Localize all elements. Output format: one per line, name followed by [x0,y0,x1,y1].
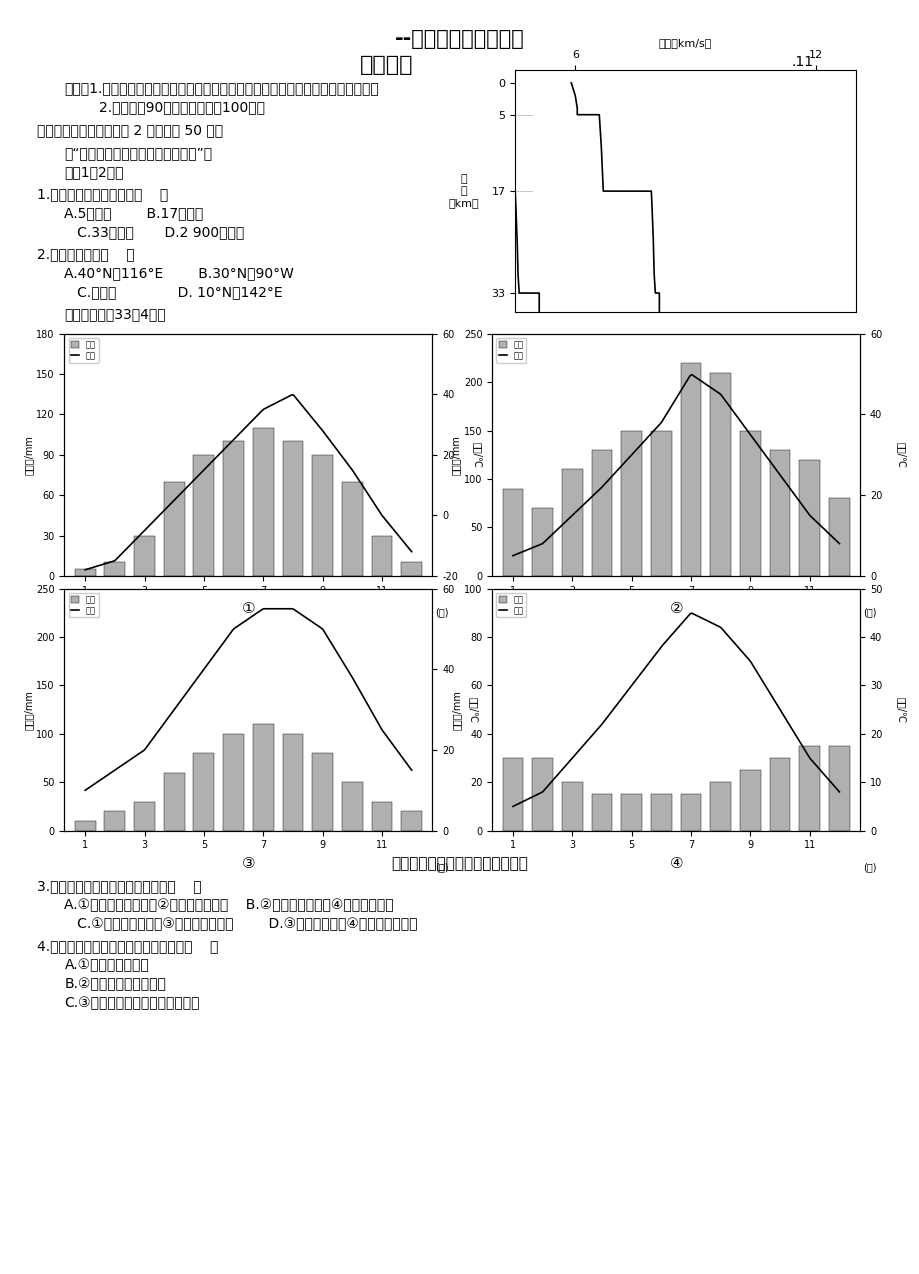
Text: (月): (月) [862,862,876,873]
Text: 2.该地可能位于（    ）: 2.该地可能位于（ ） [37,247,134,261]
Bar [591,450,612,576]
Y-axis label: 气温/℃: 气温/℃ [895,442,905,468]
Bar [769,450,789,576]
Text: 读“某地地震波速度随深度的变化图”，: 读“某地地震波速度随深度的变化图”， [64,147,212,161]
Y-axis label: 气温/℃: 气温/℃ [471,442,482,468]
Text: 3.四地气候类型的判断，正确的是（    ）: 3.四地气候类型的判断，正确的是（ ） [37,879,201,893]
Bar [312,455,333,576]
Bar [312,753,333,831]
Bar [620,431,641,576]
Bar [799,745,819,831]
Bar [591,795,612,831]
Bar [134,801,154,831]
Bar [193,753,214,831]
Text: A.①温带海洋性气候；②亚热带季风气候    B.②热带草原气候；④温带季风气候: A.①温带海洋性气候；②亚热带季风气候 B.②热带草原气候；④温带季风气候 [64,898,393,912]
Bar [74,820,96,831]
Bar [371,801,391,831]
Text: 回獇1～2题。: 回獇1～2题。 [64,166,124,180]
Y-axis label: 气温/℃: 气温/℃ [895,697,905,722]
Bar [282,441,303,576]
Legend: 气温, 降水: 气温, 降水 [496,592,526,618]
Bar [223,734,244,831]
Bar [739,769,760,831]
Bar [709,372,731,576]
Bar [282,734,303,831]
Text: C.①温带季风气候；③亚热带季风气候        D.③地中海气候；④温带海洋性气候: C.①温带季风气候；③亚热带季风气候 D.③地中海气候；④温带海洋性气候 [64,917,417,931]
Bar [253,724,273,831]
Text: 2.考试时间90分钟，试卷满分100分。: 2.考试时间90分钟，试卷满分100分。 [64,101,265,115]
Bar [532,508,552,576]
Bar [502,489,523,576]
Bar [105,562,125,576]
Bar [371,535,391,576]
Bar [562,782,582,831]
Bar [164,772,185,831]
Bar [532,758,552,831]
Bar [253,428,273,576]
Bar [74,569,96,576]
Bar [651,431,671,576]
Text: 读下图，完成33～4题。: 读下图，完成33～4题。 [64,307,165,321]
Text: 4.四地气候类型分布的叙述，正确的是（    ）: 4.四地气候类型分布的叙述，正确的是（ ） [37,939,218,953]
Text: (月): (月) [435,608,448,618]
Bar [502,758,523,831]
Y-axis label: 降水量/mm: 降水量/mm [450,434,460,475]
Bar [134,535,154,576]
Text: .11: .11 [790,55,812,69]
Bar [164,482,185,576]
Bar [709,782,731,831]
Y-axis label: 降水量/mm: 降水量/mm [23,689,33,730]
Text: ③: ③ [242,856,255,871]
Text: C.33千米处       D.2 900千米处: C.33千米处 D.2 900千米处 [64,225,244,240]
Text: A.40°N，116°E        B.30°N，90°W: A.40°N，116°E B.30°N，90°W [64,266,294,280]
Bar [769,758,789,831]
Text: (月): (月) [435,862,448,873]
Y-axis label: 降水量/mm: 降水量/mm [23,434,33,475]
Bar [193,455,214,576]
Bar [105,812,125,831]
Bar [680,363,700,576]
Text: 世界不同地点气温和降水年变化图: 世界不同地点气温和降水年变化图 [391,856,528,871]
X-axis label: 速度（km/s）: 速度（km/s） [658,38,711,48]
Bar [828,745,849,831]
Bar [651,795,671,831]
Text: C.南极点              D. 10°N，142°E: C.南极点 D. 10°N，142°E [64,285,283,299]
Bar [401,812,422,831]
Text: (月): (月) [862,608,876,618]
Text: ②: ② [669,601,682,617]
Text: 1.该地莫霍界面大约位于（    ）: 1.该地莫霍界面大约位于（ ） [37,187,168,201]
Text: 一、单项选择题（每小题 2 分，共计 50 分）: 一、单项选择题（每小题 2 分，共计 50 分） [37,124,222,138]
Bar [223,441,244,576]
Y-axis label: 深
度
（km）: 深 度 （km） [448,175,479,208]
Bar [342,782,362,831]
Text: A.5千米处        B.17千米处: A.5千米处 B.17千米处 [64,206,203,220]
Bar [562,469,582,576]
Legend: 气温, 降水: 气温, 降水 [69,592,98,618]
Bar [620,795,641,831]
Legend: 气温, 降水: 气温, 降水 [496,338,526,363]
Text: ④: ④ [669,856,682,871]
Bar [828,498,849,576]
Y-axis label: 气温/℃: 气温/℃ [468,697,478,722]
Bar [799,460,819,576]
Bar [680,795,700,831]
Bar [342,482,362,576]
Text: 说明：1.本试题共分选择题和综合题两大题，请将答案涂、写到答题纸相应的位置。: 说明：1.本试题共分选择题和综合题两大题，请将答案涂、写到答题纸相应的位置。 [64,82,379,96]
Text: C.③除南极洲外的各大洲均有分布: C.③除南极洲外的各大洲均有分布 [64,996,199,1010]
Legend: 气温, 降水: 气温, 降水 [69,338,98,363]
Text: ①: ① [242,601,255,617]
Text: 高三地理: 高三地理 [359,55,413,75]
Y-axis label: 降水量/mm: 降水量/mm [451,689,460,730]
Text: A.①仅分布在北半球: A.①仅分布在北半球 [64,958,149,972]
Bar [739,431,760,576]
Text: --上学期模块质量调研: --上学期模块质量调研 [394,29,525,50]
Bar [401,562,422,576]
Text: B.②主要分布在赤道附近: B.②主要分布在赤道附近 [64,977,166,991]
